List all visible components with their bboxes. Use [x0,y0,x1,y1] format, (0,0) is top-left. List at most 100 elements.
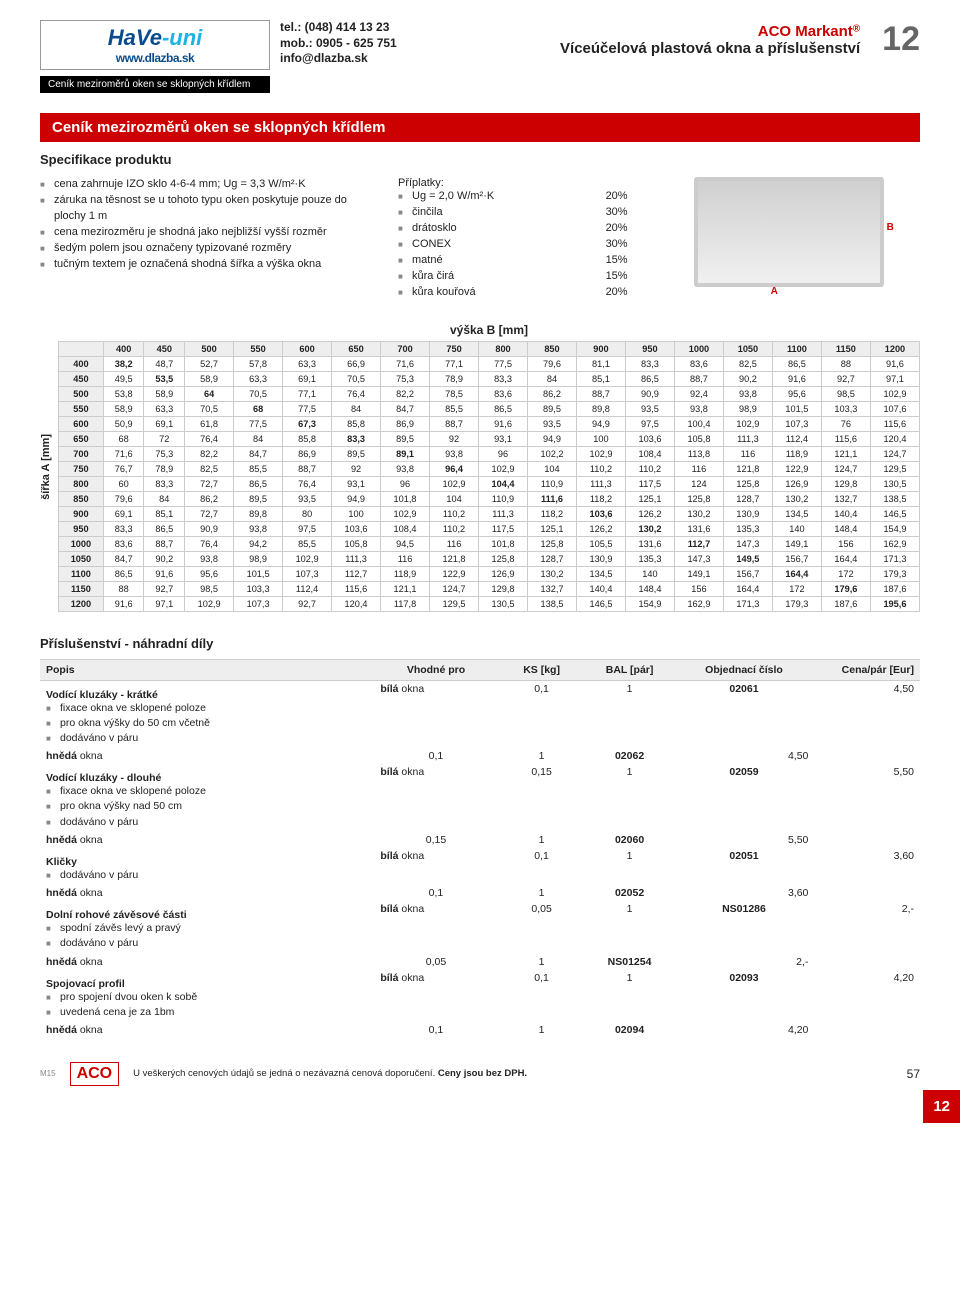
price-cell: 132,7 [528,581,577,596]
acc-col-header: Popis [40,659,374,680]
price-cell: 70,5 [332,371,381,386]
surcharge-row: Ug = 2,0 W/m²·K20% [398,189,628,205]
acc-bullet: dodáváno v páru [46,868,368,883]
price-cell: 82,5 [723,356,772,371]
acc-code: 02060 [586,832,674,848]
price-cell: 86,5 [103,566,144,581]
price-cell: 116 [430,536,479,551]
surcharge-row: matné15% [398,253,628,269]
price-cell: 86,5 [772,356,821,371]
acc-bullet: dodáváno v páru [46,731,368,746]
acc-bal: 1 [498,954,586,970]
acc-price: 5,50 [814,764,920,832]
price-cell: 124,7 [430,581,479,596]
price-cell: 94,5 [381,536,430,551]
acc-bal: 1 [586,970,674,1022]
price-cell: 85,5 [430,401,479,416]
price-cell: 162,9 [870,536,919,551]
spec-mid-col: Příplatky: Ug = 2,0 W/m²·K20%činčila30%d… [398,177,628,301]
price-cell: 154,9 [625,596,674,611]
side-page-tab: 12 [923,1090,960,1123]
edition-code: M15 [40,1069,56,1078]
acc-row: hnědá okna0,11020624,50 [40,748,920,764]
price-cell: 92,7 [144,581,185,596]
email[interactable]: info@dlazba.sk [280,51,397,67]
price-cell: 92,4 [674,386,723,401]
acc-bal: 1 [586,848,674,885]
price-cell: 105,8 [674,431,723,446]
price-cell: 86,5 [625,371,674,386]
acc-fit: hnědá okna [40,954,374,970]
price-cell: 117,5 [479,521,528,536]
price-cell: 103,3 [821,401,870,416]
price-cell: 118,2 [528,506,577,521]
surcharge-row: kůra čirá15% [398,269,628,285]
logo-suffix: -uni [162,25,202,50]
price-cell: 128,7 [723,491,772,506]
acc-desc-cell: Kličkydodáváno v páru [40,848,374,885]
price-cell: 105,5 [576,536,625,551]
price-cell: 126,9 [772,476,821,491]
col-header: 650 [332,341,381,356]
aco-logo: ACO [70,1062,120,1086]
acc-row: hnědá okna0,051NS012542,- [40,954,920,970]
price-cell: 84 [144,491,185,506]
price-cell: 75,3 [144,446,185,461]
price-cell: 102,9 [185,596,234,611]
price-cell: 97,5 [625,416,674,431]
price-cell: 140 [772,521,821,536]
dimension-b-label: B [887,222,894,233]
spec-bullet: záruka na těsnost se u tohoto typu oken … [40,193,368,225]
price-cell: 94,9 [528,431,577,446]
acc-price: 2,- [814,901,920,953]
price-cell: 98,9 [723,401,772,416]
acc-fit: bílá okna [374,970,497,1022]
acc-bal: 1 [498,1022,586,1038]
price-cell: 69,1 [144,416,185,431]
acc-code: 02052 [586,885,674,901]
price-cell: 93,1 [332,476,381,491]
acc-bal: 1 [586,680,674,748]
price-cell: 101,5 [772,401,821,416]
price-cell: 148,4 [821,521,870,536]
price-cell: 101,8 [479,536,528,551]
acc-col-header: KS [kg] [498,659,586,680]
price-cell: 100 [332,506,381,521]
acc-price: 3,60 [674,885,815,901]
product-title-block: ACO Markant® Víceúčelová plastová okna a… [560,20,920,59]
spec-bullet: šedým polem jsou označeny typizované roz… [40,241,368,257]
price-cell: 93,5 [528,416,577,431]
price-cell: 91,6 [144,566,185,581]
price-cell: 86,2 [528,386,577,401]
price-cell: 76,4 [185,431,234,446]
price-cell: 129,8 [821,476,870,491]
acc-col-header: Objednací číslo [674,659,815,680]
surcharge-row: CONEX30% [398,237,628,253]
price-cell: 84 [528,371,577,386]
price-cell: 90,2 [144,551,185,566]
acc-col-header: BAL [pár] [586,659,674,680]
price-cell: 118,9 [381,566,430,581]
acc-desc-cell: Vodící kluzáky - dlouhéfixace okna ve sk… [40,764,374,832]
acc-row: Spojovací profilpro spojení dvou oken k … [40,970,920,1022]
price-cell: 50,9 [103,416,144,431]
row-header: 400 [59,356,104,371]
price-cell: 90,9 [625,386,674,401]
price-cell: 124,7 [821,461,870,476]
price-cell: 149,1 [674,566,723,581]
price-cell: 130,2 [528,566,577,581]
acc-ks: 0,1 [498,970,586,1022]
price-cell: 85,1 [144,506,185,521]
price-cell: 69,1 [103,506,144,521]
price-cell: 126,9 [479,566,528,581]
col-header: 550 [234,341,283,356]
price-cell: 118,9 [772,446,821,461]
acc-ks: 0,1 [374,1022,497,1038]
acc-fit: hnědá okna [40,1022,374,1038]
price-cell: 76,4 [332,386,381,401]
price-cell: 125,1 [625,491,674,506]
acc-fit: bílá okna [374,848,497,885]
spec-image-col: A B [658,177,920,301]
website-link[interactable]: www.dlazba.sk [116,51,194,65]
acc-bullet: pro okna výšky do 50 cm včetně [46,716,368,731]
